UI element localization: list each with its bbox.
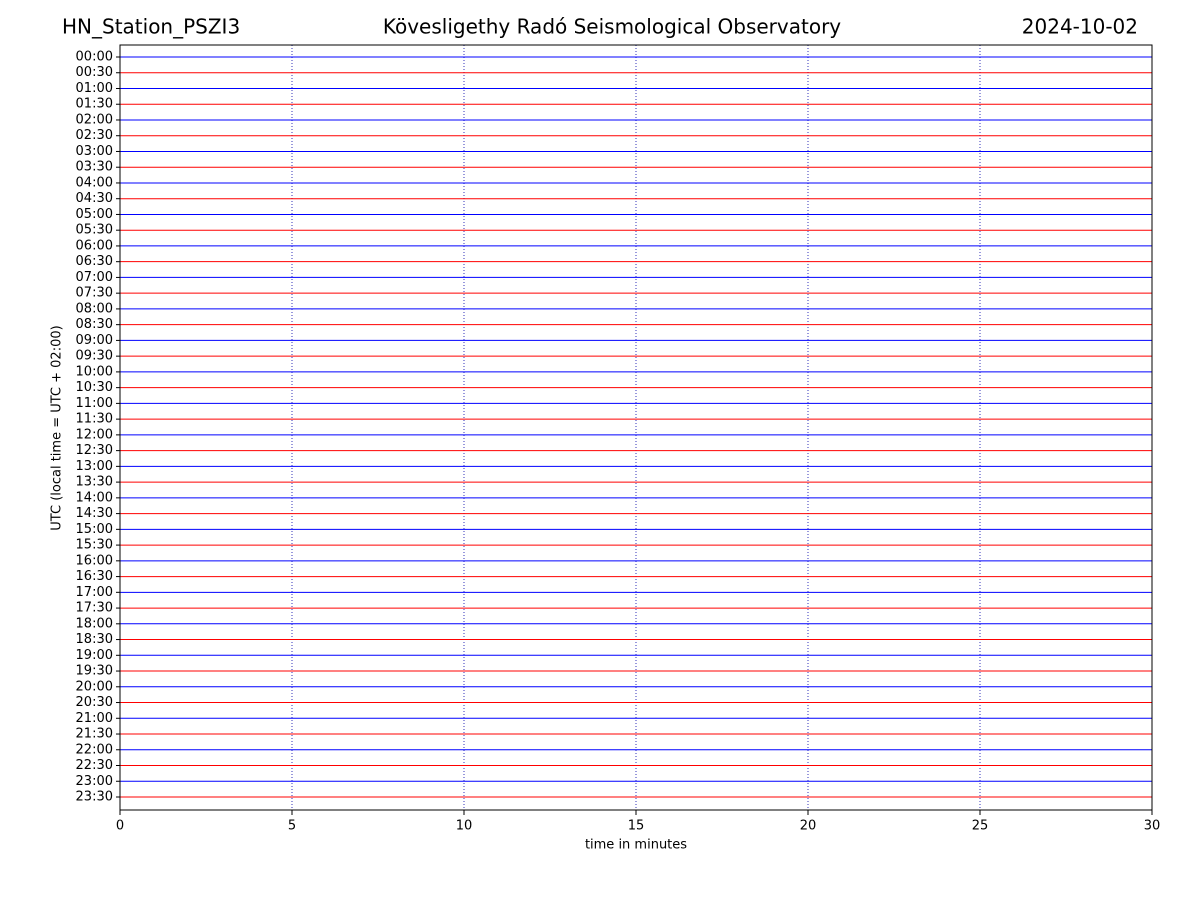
y-tick-label: 06:00 <box>76 238 113 253</box>
y-tick-label: 11:30 <box>76 412 113 427</box>
y-tick-label: 21:30 <box>76 727 113 742</box>
y-tick-label: 03:00 <box>76 144 113 159</box>
y-tick-label: 18:00 <box>76 616 113 631</box>
y-tick-label: 08:30 <box>76 317 113 332</box>
y-tick-label: 09:00 <box>76 333 113 348</box>
y-tick-label: 02:30 <box>76 128 113 143</box>
y-tick-label: 08:00 <box>76 301 113 316</box>
y-tick-label: 02:00 <box>76 112 113 127</box>
y-tick-label: 07:00 <box>76 270 113 285</box>
y-tick-label: 12:30 <box>76 443 113 458</box>
x-tick-label: 5 <box>288 819 296 834</box>
y-tick-label: 19:00 <box>76 648 113 663</box>
y-tick-label: 14:30 <box>76 506 113 521</box>
y-tick-label: 17:30 <box>76 601 113 616</box>
y-tick-label: 10:30 <box>76 380 113 395</box>
station-label: HN_Station_PSZI3 <box>62 15 240 39</box>
y-tick-label: 19:30 <box>76 664 113 679</box>
y-tick-label: 20:00 <box>76 679 113 694</box>
x-axis-label: time in minutes <box>585 838 687 853</box>
y-tick-label: 00:30 <box>76 65 113 80</box>
x-tick-label: 0 <box>116 819 124 834</box>
y-tick-label: 17:00 <box>76 585 113 600</box>
y-tick-label: 01:30 <box>76 97 113 112</box>
y-tick-label: 04:00 <box>76 175 113 190</box>
y-tick-label: 20:30 <box>76 695 113 710</box>
y-tick-label: 10:00 <box>76 364 113 379</box>
x-tick-label: 10 <box>456 819 473 834</box>
y-tick-label: 06:30 <box>76 254 113 269</box>
y-tick-label: 22:30 <box>76 758 113 773</box>
y-tick-label: 16:30 <box>76 569 113 584</box>
y-axis-label: UTC (local time = UTC + 02:00) <box>50 325 65 530</box>
y-tick-label: 22:00 <box>76 742 113 757</box>
y-tick-label: 21:00 <box>76 711 113 726</box>
y-tick-label: 23:30 <box>76 790 113 805</box>
y-tick-label: 14:00 <box>76 490 113 505</box>
y-tick-label: 15:30 <box>76 538 113 553</box>
y-tick-label: 05:00 <box>76 207 113 222</box>
x-tick-label: 30 <box>1144 819 1161 834</box>
y-tick-label: 03:30 <box>76 160 113 175</box>
y-tick-label: 04:30 <box>76 191 113 206</box>
y-tick-label: 13:00 <box>76 459 113 474</box>
y-tick-label: 00:00 <box>76 50 113 65</box>
y-tick-label: 16:00 <box>76 553 113 568</box>
plot-frame <box>119 44 1153 811</box>
x-tick-label: 25 <box>972 819 989 834</box>
y-tick-label: 07:30 <box>76 286 113 301</box>
x-tick-label: 20 <box>800 819 817 834</box>
y-tick-label: 01:00 <box>76 81 113 96</box>
y-tick-label: 13:30 <box>76 475 113 490</box>
y-tick-label: 15:00 <box>76 522 113 537</box>
y-tick-label: 12:00 <box>76 427 113 442</box>
chart-title: Kövesligethy Radó Seismological Observat… <box>383 15 841 39</box>
y-tick-label: 23:00 <box>76 774 113 789</box>
x-tick-label: 15 <box>628 819 645 834</box>
date-label: 2024-10-02 <box>1022 15 1138 39</box>
y-tick-label: 18:30 <box>76 632 113 647</box>
y-tick-label: 11:00 <box>76 396 113 411</box>
y-tick-label: 09:30 <box>76 349 113 364</box>
y-tick-label: 05:30 <box>76 223 113 238</box>
